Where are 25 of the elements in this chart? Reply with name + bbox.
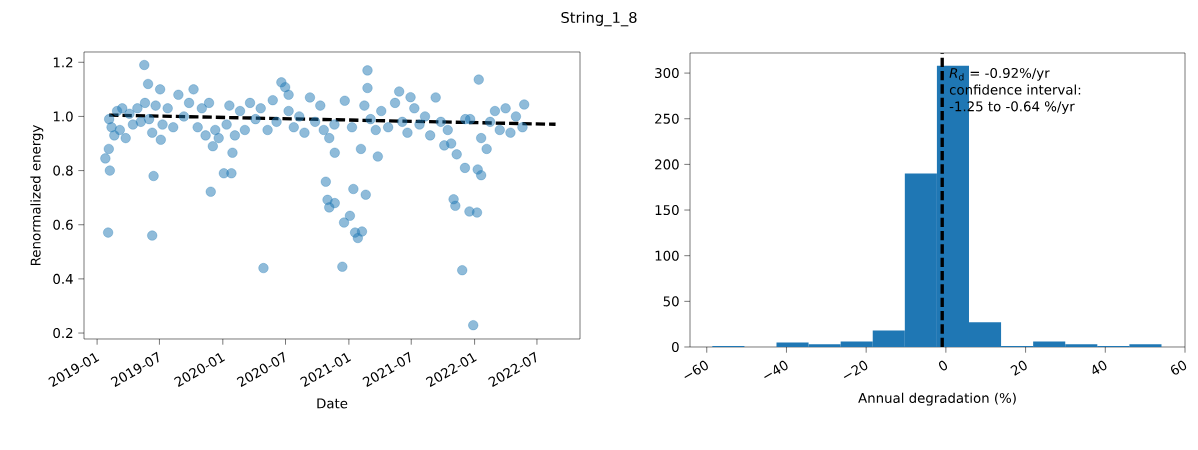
- y-tick-label: 50: [663, 296, 679, 307]
- x-axis-title: Annual degradation (%): [858, 392, 1016, 406]
- y-tick-label: 1.0: [53, 111, 73, 122]
- y-tick-label: 200: [655, 159, 679, 170]
- y-tick-label: 150: [655, 204, 679, 216]
- y-tick-label: 100: [655, 250, 679, 261]
- x-tick-label: −40: [764, 360, 788, 378]
- x-tick-label: −20: [843, 360, 868, 378]
- y-axis-title: Renormalized energy: [30, 125, 44, 266]
- x-tick-label: 40: [1092, 360, 1107, 374]
- y-tick-label: 0.8: [53, 165, 73, 176]
- x-tick-label: 60: [1170, 360, 1187, 375]
- x-tick-label: 0: [938, 360, 948, 371]
- y-tick-label: 0.4: [53, 273, 73, 284]
- y-tick-label: 300: [655, 68, 679, 79]
- y-tick-label: 1.2: [53, 57, 73, 68]
- x-tick-label: 20: [1010, 360, 1027, 376]
- y-tick-label: 0.6: [53, 219, 73, 230]
- annotation: R$_{d}$ = -0.92%/yr: [949, 67, 1050, 81]
- y-tick-label: 0.2: [53, 327, 73, 339]
- chart-title: String_1_8: [561, 11, 637, 27]
- x-tick-label: −60: [684, 360, 708, 378]
- x-axis-title: Date: [317, 398, 348, 409]
- y-tick-label: 250: [655, 113, 679, 124]
- y-tick-label: 0: [672, 341, 679, 353]
